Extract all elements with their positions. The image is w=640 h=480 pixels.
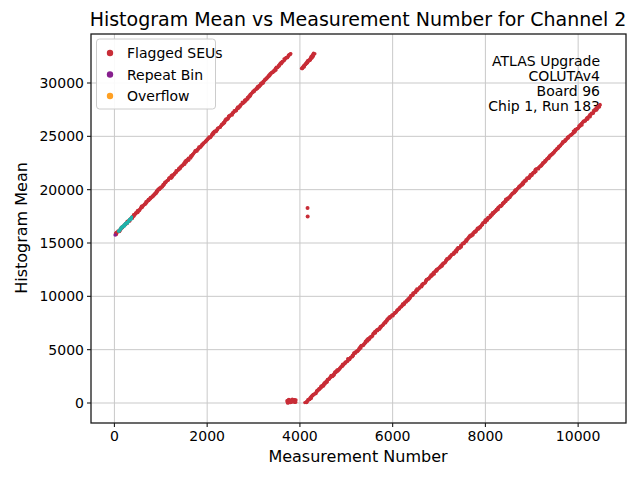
y-tick-label: 0 [75,395,84,411]
chart-figure: ATLAS Upgrade COLUTAv4 Board 96 Chip 1, … [0,0,640,480]
annotation-line-1: ATLAS Upgrade [492,53,600,69]
series-flagged-seu-ramp-2 [303,103,602,405]
x-tick-label: 8000 [468,428,504,444]
x-axis-label: Measurement Number [268,447,448,466]
x-tick-label: 2000 [189,428,225,444]
data-point [113,233,117,237]
data-point [313,52,316,55]
data-point [598,103,601,106]
data-point [293,401,296,404]
legend: Flagged SEUs Repeat Bin Overflow [97,39,223,109]
legend-label-overflow: Overflow [127,88,190,104]
x-tick-label: 4000 [282,428,318,444]
scatter-plot: ATLAS Upgrade COLUTAv4 Board 96 Chip 1, … [0,0,640,480]
series-adc-wrap-cluster [285,398,297,405]
data-point [289,52,292,55]
series-top-recovery-segment [300,51,317,70]
data-point [306,206,310,210]
x-tick-label: 10000 [556,428,601,444]
annotation-line-4: Chip 1, Run 183 [488,98,600,114]
y-tick-label: 30000 [39,75,84,91]
legend-marker-overflow [107,93,113,99]
legend-label-flagged-seus: Flagged SEUs [127,45,223,61]
y-tick-label: 5000 [48,342,84,358]
y-tick-label: 15000 [39,235,84,251]
legend-label-repeat-bin: Repeat Bin [127,67,203,83]
y-tick-label: 10000 [39,288,84,304]
y-axis-label: Histogram Mean [12,162,31,294]
y-tick-label: 20000 [39,182,84,198]
y-tick-label: 25000 [39,128,84,144]
chart-title: Histogram Mean vs Measurement Number for… [90,8,627,30]
legend-marker-flagged-seus [107,50,113,56]
x-tick-label: 6000 [375,428,411,444]
legend-marker-repeat-bin [107,71,113,77]
series-unflagged-teal-segment [117,215,133,232]
series-seu-outlier-points [306,206,310,218]
data-point [130,216,133,219]
data-point [291,398,294,401]
x-tick-label: 0 [110,428,119,444]
data-point [287,398,290,401]
series-repeat-bin-point [113,233,117,237]
annotation-line-3: Board 96 [537,83,601,99]
annotation-line-2: COLUTAv4 [528,68,600,84]
data-point [306,214,310,218]
